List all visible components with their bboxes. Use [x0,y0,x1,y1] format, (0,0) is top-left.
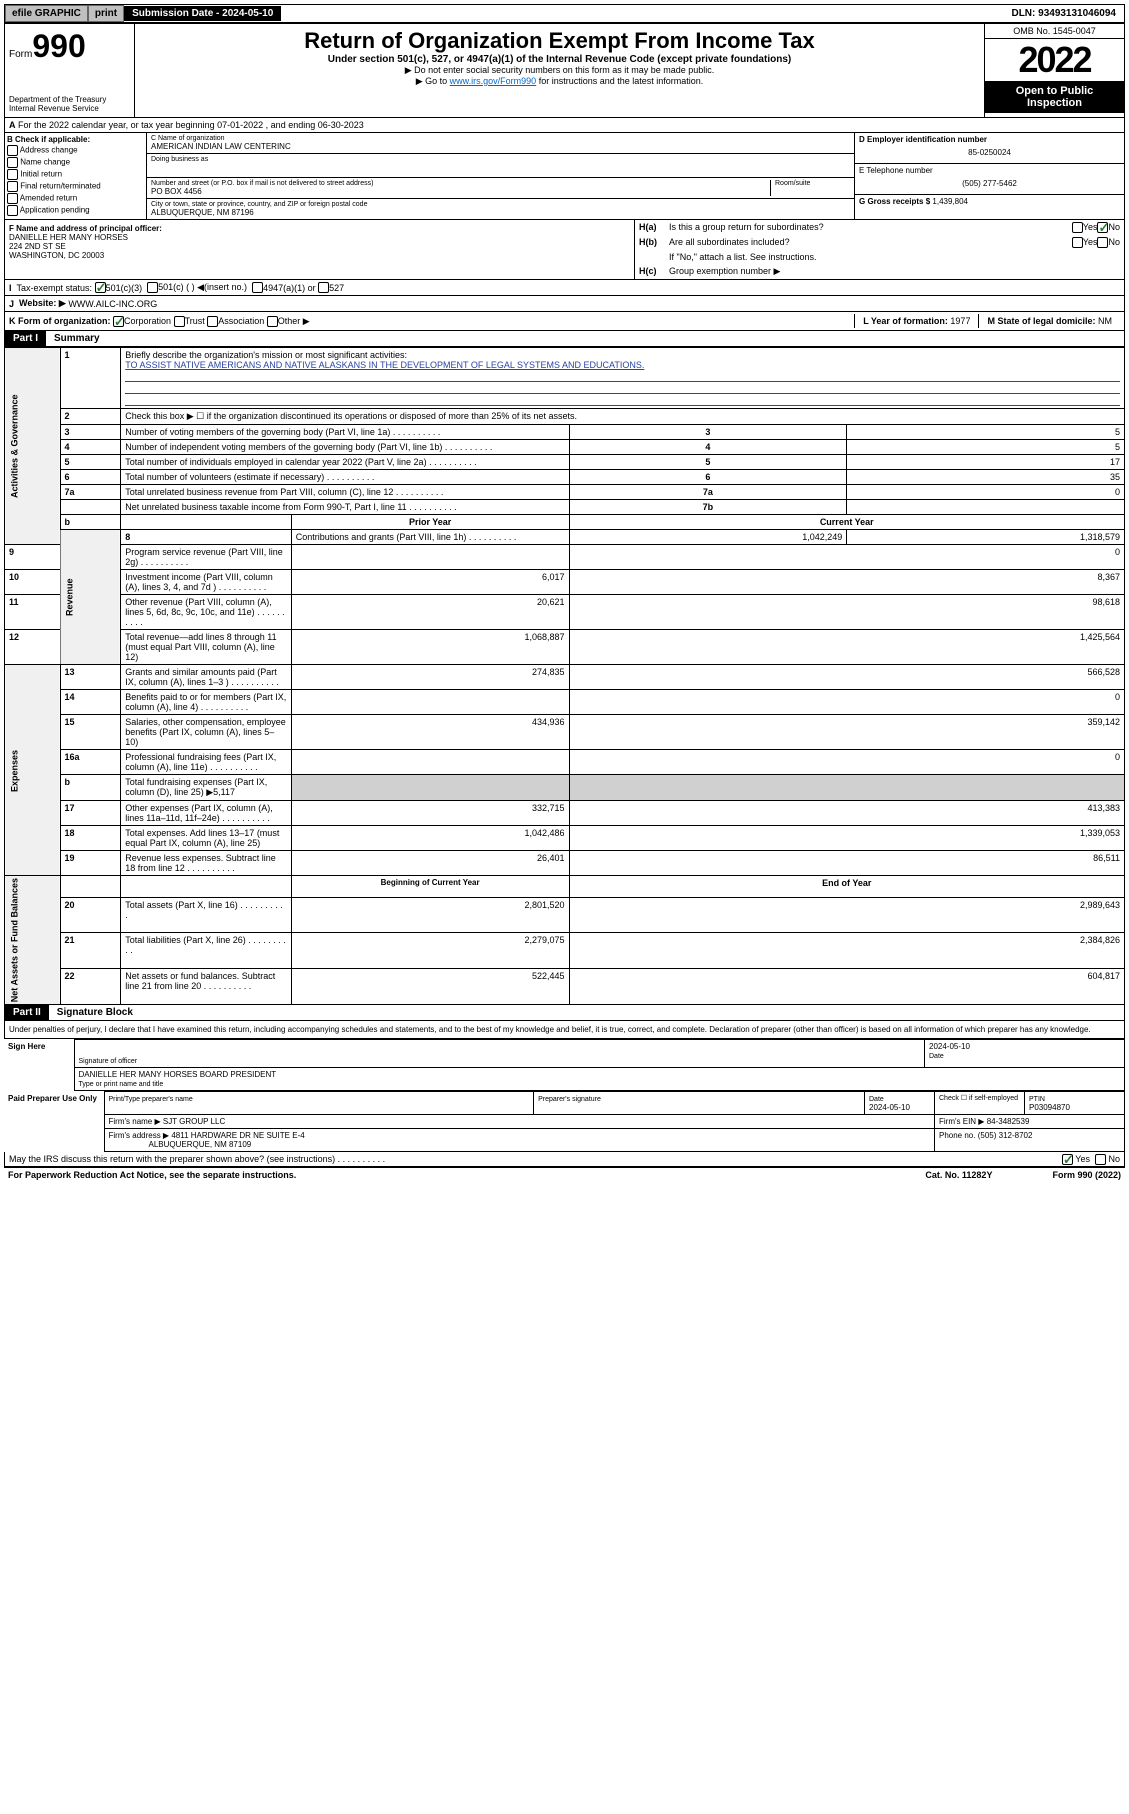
sig-decl: Under penalties of perjury, I declare th… [4,1021,1125,1039]
chk-trust[interactable] [174,316,185,327]
omb: OMB No. 1545-0047 [985,24,1124,39]
tax-year: 2022 [985,39,1124,81]
chk-amended[interactable] [7,193,18,204]
no-ssn: ▶ Do not enter social security numbers o… [139,65,980,76]
org-addr: PO BOX 4456 [151,187,770,196]
chk-name[interactable] [7,157,18,168]
pra-notice: For Paperwork Reduction Act Notice, see … [8,1170,296,1180]
firm-ein: 84-3482539 [987,1117,1030,1126]
form-title: Return of Organization Exempt From Incom… [139,28,980,54]
org-city: ALBUQUERQUE, NM 87196 [151,208,850,217]
summary-table: Activities & Governance 1 Briefly descri… [4,347,1125,1005]
paid-preparer: Paid Preparer Use Only [4,1092,104,1152]
ha-yes[interactable] [1072,222,1083,233]
dln: DLN: 93493131046094 [1003,6,1124,21]
cat-no: Cat. No. 11282Y [925,1170,992,1180]
chk-501c[interactable] [147,282,158,293]
chk-501c3[interactable] [95,282,106,293]
discuss-yes[interactable] [1062,1154,1073,1165]
chk-assoc[interactable] [207,316,218,327]
dept: Department of the Treasury Internal Reve… [9,95,130,113]
chk-address[interactable] [7,145,18,156]
form-subtitle: Under section 501(c), 527, or 4947(a)(1)… [139,54,980,65]
ein: 85-0250024 [859,144,1120,161]
firm-name: SJT GROUP LLC [163,1117,225,1126]
mission: TO ASSIST NATIVE AMERICANS AND NATIVE AL… [125,360,644,370]
chk-other[interactable] [267,316,278,327]
chk-4947[interactable] [252,282,263,293]
sub-date: Submission Date - 2024-05-10 [124,6,281,21]
gross-receipts: 1,439,804 [932,197,968,206]
vlabel-gov: Activities & Governance [5,348,61,545]
form-number: 990 [32,28,85,64]
goto-post: for instructions and the latest informat… [536,76,703,86]
form-word: Form [9,49,32,60]
efile-btn[interactable]: efile GRAPHIC [5,5,88,22]
ha-no[interactable] [1097,222,1108,233]
vlabel-net: Net Assets or Fund Balances [5,876,61,1005]
topbar: efile GRAPHIC print Submission Date - 20… [4,4,1125,23]
officer-addr2: WASHINGTON, DC 20003 [9,251,104,260]
ptin: P03094870 [1029,1103,1070,1112]
officer-addr1: 224 2ND ST SE [9,242,66,251]
hb-yes[interactable] [1072,237,1083,248]
chk-initial[interactable] [7,169,18,180]
part1-header: Part I [5,331,46,346]
officer-sig-name: DANIELLE HER MANY HORSES BOARD PRESIDENT [79,1070,277,1079]
print-btn[interactable]: print [88,5,124,22]
sign-here: Sign Here [4,1040,74,1091]
chk-527[interactable] [318,282,329,293]
website: WWW.AILC-INC.ORG [68,299,157,309]
goto-link[interactable]: www.irs.gov/Form990 [450,76,537,86]
discuss-no[interactable] [1095,1154,1106,1165]
year-formed: 1977 [950,316,970,326]
form-footer: Form 990 (2022) [1052,1170,1121,1180]
chk-final[interactable] [7,181,18,192]
chk-pending[interactable] [7,205,18,216]
firm-phone: (505) 312-8702 [978,1131,1033,1140]
open-public: Open to Public Inspection [985,81,1124,113]
box-b: B Check if applicable: Address change Na… [5,133,147,219]
domicile: NM [1098,316,1112,326]
phone: (505) 277-5462 [859,175,1120,192]
firm-addr: 4811 HARDWARE DR NE SUITE E-4 [171,1131,304,1140]
box-a: A For the 2022 calendar year, or tax yea… [4,118,1125,133]
officer-name: DANIELLE HER MANY HORSES [9,233,128,242]
sig-date: 2024-05-10 [929,1042,970,1051]
hb-no[interactable] [1097,237,1108,248]
form-header: Form990 Department of the Treasury Inter… [4,23,1125,118]
part2-header: Part II [5,1005,49,1020]
goto-pre: ▶ Go to [416,76,450,86]
vlabel-exp: Expenses [5,665,61,876]
vlabel-rev: Revenue [60,530,121,665]
org-name: AMERICAN INDIAN LAW CENTERINC [151,142,850,151]
chk-corp[interactable] [113,316,124,327]
